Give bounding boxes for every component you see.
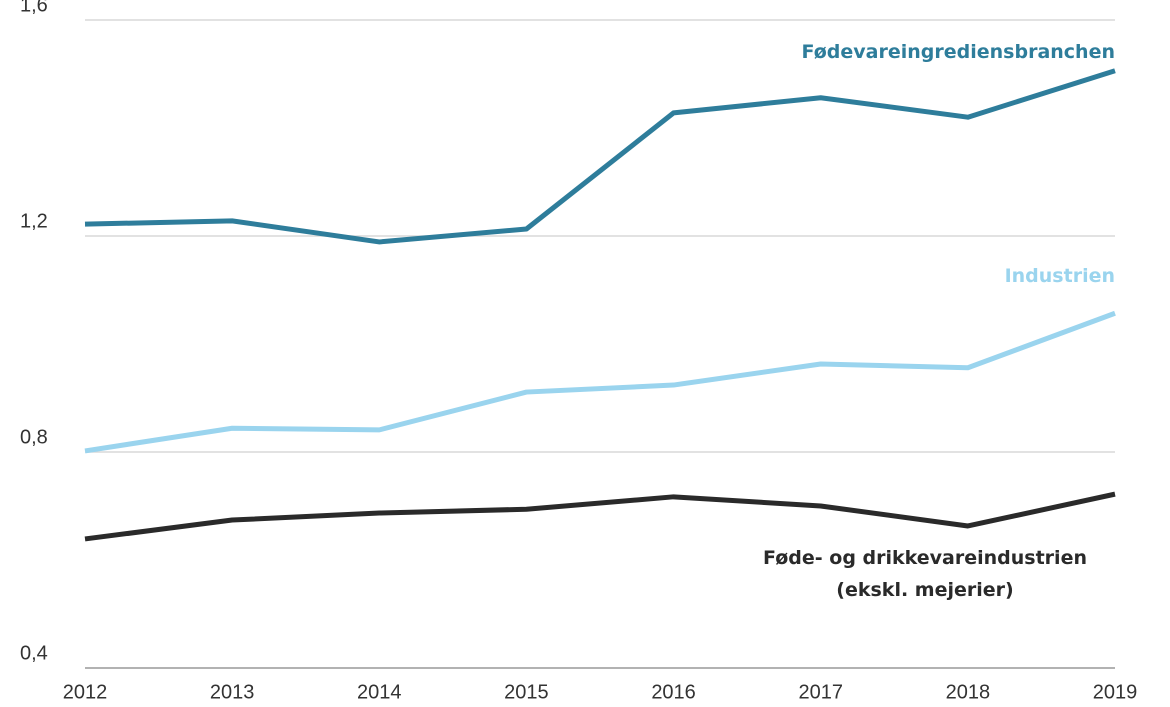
series-line <box>84 491 1116 542</box>
x-tick-label: 2015 <box>504 681 549 703</box>
x-tick-label: 2019 <box>1093 681 1138 703</box>
y-tick-label: 1,6 <box>20 0 48 16</box>
series-label: Industrien <box>1004 265 1115 287</box>
x-tick-label: 2014 <box>357 681 402 703</box>
y-tick-label: 0,4 <box>20 642 48 664</box>
x-tick-label: 2013 <box>210 681 255 703</box>
series-label: Føde- og drikkevareindustrien (ekskl. me… <box>763 547 1087 601</box>
series-line <box>84 68 1116 245</box>
y-tick-label: 1,2 <box>20 210 48 232</box>
x-tick-label: 2017 <box>798 681 843 703</box>
x-tick-label: 2018 <box>946 681 991 703</box>
series-line <box>84 310 1116 454</box>
y-tick-label: 0,8 <box>20 426 48 448</box>
series-label: Fødevareingrediensbranchen <box>801 41 1115 63</box>
x-tick-label: 2012 <box>63 681 108 703</box>
x-tick-label: 2016 <box>651 681 696 703</box>
